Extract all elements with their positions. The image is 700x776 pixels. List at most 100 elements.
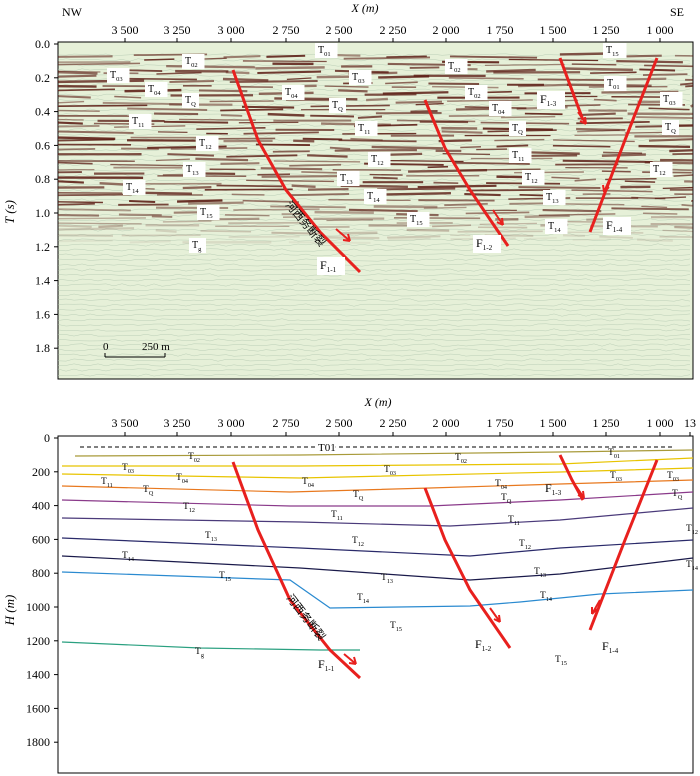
svg-text:T03: T03 <box>610 471 622 483</box>
top-x-label-9: 1 250 <box>593 23 620 37</box>
top-horizon-label-Tg-10: Tg <box>189 238 206 253</box>
bot-x-label-6: 2 000 <box>433 416 460 430</box>
slip-arrow-f1-3 <box>577 111 587 125</box>
svg-text:T11: T11 <box>101 477 113 489</box>
fault-line-b-f1-1 <box>231 461 362 680</box>
bottom-horizon-label-TQ-13: TQ <box>353 490 364 502</box>
bottom-horizon-label-T02-10: T02 <box>455 453 467 465</box>
seismic-texture <box>58 52 693 377</box>
bot-y-label-1: 200 <box>32 465 50 479</box>
top-horizon-label-T11-24: T11 <box>509 148 532 163</box>
top-y-label-7: 1.4 <box>35 274 50 288</box>
top-x-label-5: 2 250 <box>380 23 407 37</box>
horizon-label-t01-dashed: T01 <box>318 442 336 454</box>
bottom-horizon-label-T03-11: T03 <box>384 465 396 477</box>
top-y-label-5: 1.0 <box>35 206 50 220</box>
fault-line-f1-4 <box>588 57 659 233</box>
bot-y-label-3: 600 <box>32 532 50 546</box>
bottom-horizon-label-T15-18: T15 <box>390 621 402 633</box>
top-horizon-label-T12-17: T12 <box>368 152 391 167</box>
svg-text:TQ: TQ <box>512 123 523 136</box>
top-horizon-label-T03-13: T03 <box>349 70 372 85</box>
svg-text:T02: T02 <box>188 452 200 464</box>
svg-text:T13: T13 <box>381 573 393 585</box>
bottom-panel: X (m) 3 500 3 250 3 000 2 750 2 500 2 250 2 00… <box>2 395 698 774</box>
top-horizon-label-T13-18: T13 <box>337 171 360 186</box>
bottom-horizon-label-T04-26: T04 <box>495 479 507 491</box>
bottom-horizon-label-Tg-9: Tg <box>195 647 204 659</box>
svg-text:T11: T11 <box>331 510 343 522</box>
svg-text:Tg: Tg <box>192 240 202 253</box>
svg-text:T03: T03 <box>667 471 679 483</box>
bot-y-label-4: 800 <box>32 566 50 580</box>
fault-line-b-f1-2 <box>423 487 512 649</box>
horizon-t04 <box>61 467 693 479</box>
horizon-t14 <box>61 555 693 581</box>
bottom-horizons <box>61 446 693 651</box>
top-y-label-2: 0.4 <box>35 105 50 119</box>
slip-arrow-f1-4 <box>602 177 611 193</box>
svg-text:TQ: TQ <box>353 490 364 502</box>
top-y-label-9: 1.8 <box>35 341 50 355</box>
top-horizon-label-T03-2: T03 <box>107 68 130 83</box>
top-x-label-1: 3 250 <box>164 23 191 37</box>
svg-text:TQ: TQ <box>185 95 196 108</box>
svg-text:T03: T03 <box>122 463 134 475</box>
top-y-label-3: 0.6 <box>35 138 50 152</box>
top-fault-label-F1-2: F1-2 <box>473 235 501 253</box>
top-fault-label-F1-3: F1-3 <box>537 91 565 109</box>
bot-x-label-11: 13 <box>684 416 696 430</box>
svg-text:T02: T02 <box>455 453 467 465</box>
top-horizon-label-T13-7: T13 <box>183 162 206 177</box>
svg-text:Tg: Tg <box>195 647 204 659</box>
bottom-x-axis-title: X (m) <box>364 395 392 409</box>
top-horizon-label-TQ-4: TQ <box>182 93 199 108</box>
top-horizon-label-T02-21: T02 <box>465 85 488 100</box>
bottom-y-axis-title: H (m) <box>2 595 17 627</box>
bot-x-label-3: 2 750 <box>273 416 300 430</box>
svg-text:TQ: TQ <box>143 485 154 497</box>
svg-text:T15: T15 <box>555 655 567 667</box>
bottom-horizon-label-T02-0: T02 <box>188 452 200 464</box>
bottom-horizon-label-T11-14: T11 <box>331 510 343 522</box>
svg-text:TQ: TQ <box>665 122 676 135</box>
bottom-horizon-label-T12-22: T12 <box>686 524 698 536</box>
bottom-horizon-labels: T02 T03 T04 TQ T11 T12 T13 T14 T15 Tg T02 T03 T04 TQ T… <box>101 448 698 667</box>
bot-x-label-7: 1 750 <box>487 416 514 430</box>
slip-arrow-b-f1-2 <box>489 607 501 623</box>
svg-text:T04: T04 <box>302 477 314 489</box>
bot-x-label-5: 2 250 <box>380 416 407 430</box>
fault-line-b-f1-4 <box>588 459 659 631</box>
top-horizon-label-T03-30: T03 <box>660 92 683 107</box>
top-horizon-label-TQ-15: TQ <box>329 98 346 113</box>
top-y-ticks: 0.0 0.2 0.4 0.6 0.8 1.0 1.2 1.4 1.6 1.8 <box>35 37 58 355</box>
top-y-label-8: 1.6 <box>35 307 50 321</box>
horizon-t02 <box>74 449 693 457</box>
svg-text:T01: T01 <box>608 448 620 460</box>
bottom-horizon-label-T04-2: T04 <box>176 473 188 485</box>
bottom-horizon-label-T14-31: T14 <box>540 591 552 603</box>
top-panel: NW SE X (m) 3 500 3 250 3 000 2 750 2 500 2 2… <box>2 1 694 380</box>
top-horizon-label-T15-9: T15 <box>197 205 220 220</box>
bottom-horizon-label-T15-8: T15 <box>219 571 231 583</box>
svg-text:T04: T04 <box>495 479 507 491</box>
svg-text:T12: T12 <box>519 539 531 551</box>
top-x-label-7: 1 750 <box>487 23 514 37</box>
depth-section <box>57 435 694 774</box>
top-horizon-label-T04-14: T04 <box>282 85 305 100</box>
top-fault-label-F1-1: F1-1 <box>317 257 345 275</box>
slip-arrow-f1-2 <box>492 209 504 226</box>
top-horizon-label-T12-25: T12 <box>522 170 545 185</box>
top-corner-se: SE <box>670 5 684 19</box>
bottom-horizon-label-T03-25: T03 <box>667 471 679 483</box>
fault-line-f1-2 <box>423 99 510 247</box>
bottom-horizon-label-T04-12: T04 <box>302 477 314 489</box>
horizon-t15 <box>61 571 693 609</box>
bot-x-label-9: 1 250 <box>593 416 620 430</box>
top-y-axis-title: T (s) <box>2 200 17 224</box>
top-horizon-labels: T01T02T03T04TQT11T12T13T14T15TgT01T02T03… <box>107 43 683 253</box>
top-x-label-10: 1 000 <box>647 23 674 37</box>
svg-text:T14: T14 <box>122 551 134 563</box>
svg-text:T03: T03 <box>384 465 396 477</box>
